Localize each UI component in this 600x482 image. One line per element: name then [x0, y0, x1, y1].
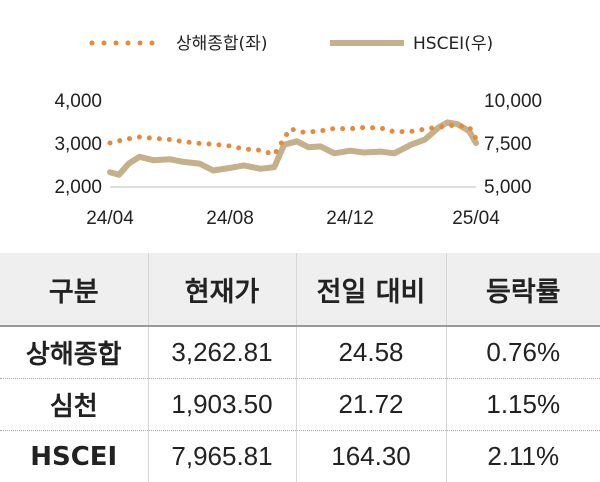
- change-rate-cell: 2.11%: [446, 431, 600, 482]
- change-cell: 164.30: [296, 431, 446, 482]
- table-header-row: 구분 현재가 전일 대비 등락률: [0, 253, 600, 326]
- legend-label-hscei: HSCEI(우): [413, 34, 493, 54]
- index-chart: 상해종합(좌) HSCEI(우) 2,000 3,000 4,000 5,000 7,500…: [0, 0, 600, 250]
- legend-label-shanghai: 상해종합(좌): [176, 34, 267, 54]
- row-name: HSCEI: [0, 431, 148, 482]
- change-cell: 21.72: [296, 379, 446, 431]
- x-tick-label: 24/04: [86, 208, 134, 229]
- current-price-cell: 3,262.81: [148, 326, 296, 379]
- x-tick-label: 25/04: [452, 208, 500, 229]
- row-name: 상해종합: [0, 326, 148, 379]
- row-name: 심천: [0, 379, 148, 431]
- x-tick-label: 24/12: [326, 208, 374, 229]
- chart-svg: 상해종합(좌) HSCEI(우) 2,000 3,000 4,000 5,000 7,500…: [0, 0, 600, 250]
- x-tick-label: 24/08: [206, 208, 254, 229]
- y-right-tick-label: 5,000: [484, 177, 532, 198]
- header-change-rate: 등락률: [446, 253, 600, 326]
- current-price-cell: 1,903.50: [148, 379, 296, 431]
- table-row: 심천 1,903.50 21.72 1.15%: [0, 379, 600, 431]
- y-left-tick-label: 2,000: [54, 177, 102, 198]
- table-row: HSCEI 7,965.81 164.30 2.11%: [0, 431, 600, 482]
- y-right-tick-label: 7,500: [484, 134, 532, 155]
- change-rate-cell: 1.15%: [446, 379, 600, 431]
- y-left-tick-label: 4,000: [54, 91, 102, 112]
- header-current-price: 현재가: [148, 253, 296, 326]
- change-rate-cell: 0.76%: [446, 326, 600, 379]
- y-right-tick-label: 10,000: [484, 91, 542, 112]
- index-table: 구분 현재가 전일 대비 등락률 상해종합 3,262.81 24.58 0.7…: [0, 253, 600, 482]
- current-price-cell: 7,965.81: [148, 431, 296, 482]
- header-category: 구분: [0, 253, 148, 326]
- table-row: 상해종합 3,262.81 24.58 0.76%: [0, 326, 600, 379]
- change-cell: 24.58: [296, 326, 446, 379]
- y-left-tick-label: 3,000: [54, 134, 102, 155]
- header-change: 전일 대비: [296, 253, 446, 326]
